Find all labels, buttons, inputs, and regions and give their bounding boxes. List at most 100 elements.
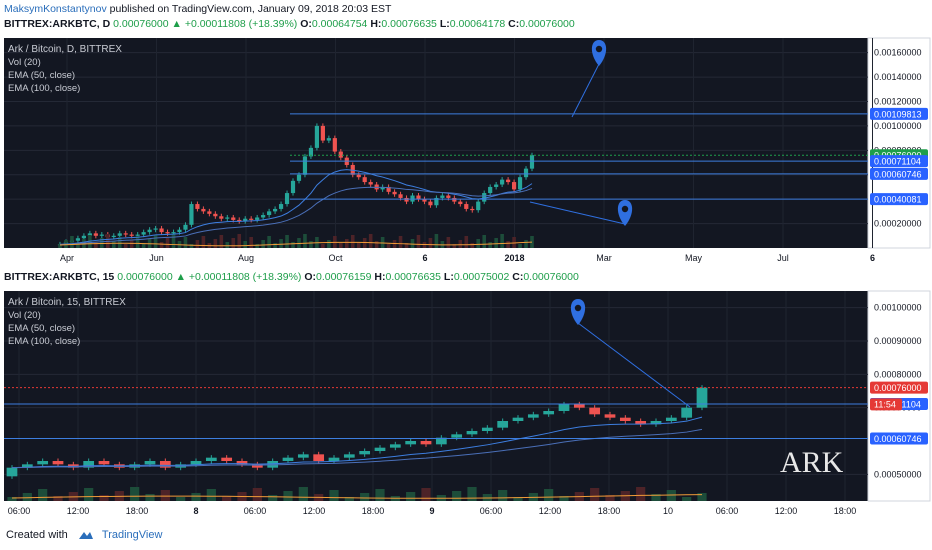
volume-bar — [530, 236, 534, 248]
volume-bar — [165, 238, 170, 248]
volume-bar — [488, 242, 492, 248]
candle-body — [267, 461, 279, 468]
candle-body — [231, 217, 236, 220]
volume-bar — [350, 235, 355, 248]
volume-bar — [189, 244, 194, 248]
annotation-arrow — [571, 63, 600, 118]
volume-bar — [458, 240, 463, 248]
volume-bar — [428, 238, 433, 248]
legend-item: EMA (100, close) — [8, 83, 80, 94]
candle-body — [314, 125, 320, 148]
candle-body — [267, 211, 272, 216]
candle-body — [171, 232, 176, 234]
candle-body — [512, 417, 524, 421]
volume-bar — [482, 235, 486, 248]
candle-body — [359, 451, 371, 455]
volume-bar — [171, 234, 176, 248]
candle-body — [159, 461, 171, 468]
candle-body — [221, 457, 233, 461]
candle-body — [434, 197, 439, 206]
volume-bar — [145, 494, 155, 501]
close-label: C: — [508, 18, 520, 30]
volume-bar — [183, 237, 188, 248]
candle-body — [392, 191, 397, 195]
volume-bar — [237, 234, 242, 248]
price-badge-label: 0.00076000 — [874, 383, 922, 393]
volume-bar — [406, 492, 416, 501]
candle-body — [464, 204, 469, 209]
daily-low: 0.00064178 — [449, 18, 506, 30]
volume-bar — [590, 488, 600, 501]
y-tick-label: 0.00100000 — [874, 303, 922, 313]
volume-bar — [111, 241, 116, 248]
x-tick-label: May — [685, 253, 703, 263]
volume-bar — [219, 235, 224, 248]
legend-item: Vol (20) — [8, 310, 41, 321]
candle-body — [517, 177, 523, 190]
candle-body — [195, 204, 200, 209]
volume-bar — [404, 243, 409, 248]
price-badge-label: 0.00040081 — [874, 195, 922, 205]
legend-item: Vol (20) — [8, 57, 41, 68]
map-pin-icon-hole — [595, 45, 603, 53]
x-tick-label: 6 — [870, 253, 875, 263]
candle-body — [410, 195, 415, 202]
volume-bar — [476, 239, 481, 248]
candle-body — [635, 421, 647, 425]
candle-body — [117, 233, 122, 236]
volume-bar — [141, 243, 146, 248]
y-tick-label: 0.00050000 — [874, 469, 922, 479]
time-axis — [4, 501, 868, 519]
price-badge — [870, 155, 928, 168]
candle-body — [144, 461, 156, 465]
annotation-arrow — [529, 201, 626, 225]
price-badge — [870, 107, 928, 120]
candle-body — [506, 179, 511, 183]
volume-bar — [291, 242, 295, 248]
candle-body — [255, 217, 260, 220]
candle-body — [153, 228, 158, 230]
intraday-change: +0.00011808 (+18.39%) — [188, 271, 302, 283]
volume-bar — [160, 490, 170, 501]
candle-body — [681, 407, 693, 418]
volume-bar — [303, 234, 307, 248]
candle-body — [494, 184, 499, 187]
volume-bar — [243, 241, 248, 248]
candle-body — [488, 186, 493, 194]
volume-bar — [84, 488, 94, 501]
publish-text: published on TradingView.com, January 09… — [109, 3, 392, 15]
candle-body — [320, 125, 325, 141]
volume-bar — [470, 243, 475, 248]
x-tick-label: 18:00 — [362, 506, 385, 516]
volume-bar — [697, 493, 707, 501]
candle-body — [75, 238, 81, 241]
candle-body — [389, 444, 401, 448]
candle-body — [261, 215, 266, 218]
candle-body — [619, 417, 631, 421]
candle-body — [362, 177, 367, 183]
volume-bar — [506, 241, 510, 248]
daily-chart[interactable]: 0.00160000 0.00140000 0.00120000 0.00100000… — [0, 34, 932, 266]
x-tick-label: 2018 — [504, 253, 524, 263]
author-link[interactable]: MaksymKonstantynov — [4, 3, 107, 15]
candle-body — [404, 197, 409, 202]
volume-bar — [559, 496, 569, 501]
up-triangle-icon: ▲ — [171, 18, 182, 30]
price-axis — [867, 37, 931, 249]
map-pin-icon — [617, 200, 633, 226]
candle-body — [527, 414, 539, 418]
volume-bar — [422, 242, 427, 248]
candle-body — [543, 411, 555, 415]
annotation-arrow — [577, 322, 691, 408]
volume-bar — [7, 497, 17, 501]
intraday-chart[interactable]: 0.001000000.000900000.000800000.00070000… — [0, 287, 932, 519]
x-tick-label: Oct — [328, 253, 343, 263]
volume-bar — [58, 244, 62, 248]
volume-bar — [252, 488, 262, 501]
volume-bar — [482, 494, 492, 501]
volume-bar — [421, 488, 431, 501]
high-label: H: — [374, 271, 386, 283]
price-badge — [870, 167, 928, 180]
tradingview-link[interactable]: TradingView — [101, 529, 163, 541]
candle-body — [343, 454, 355, 458]
